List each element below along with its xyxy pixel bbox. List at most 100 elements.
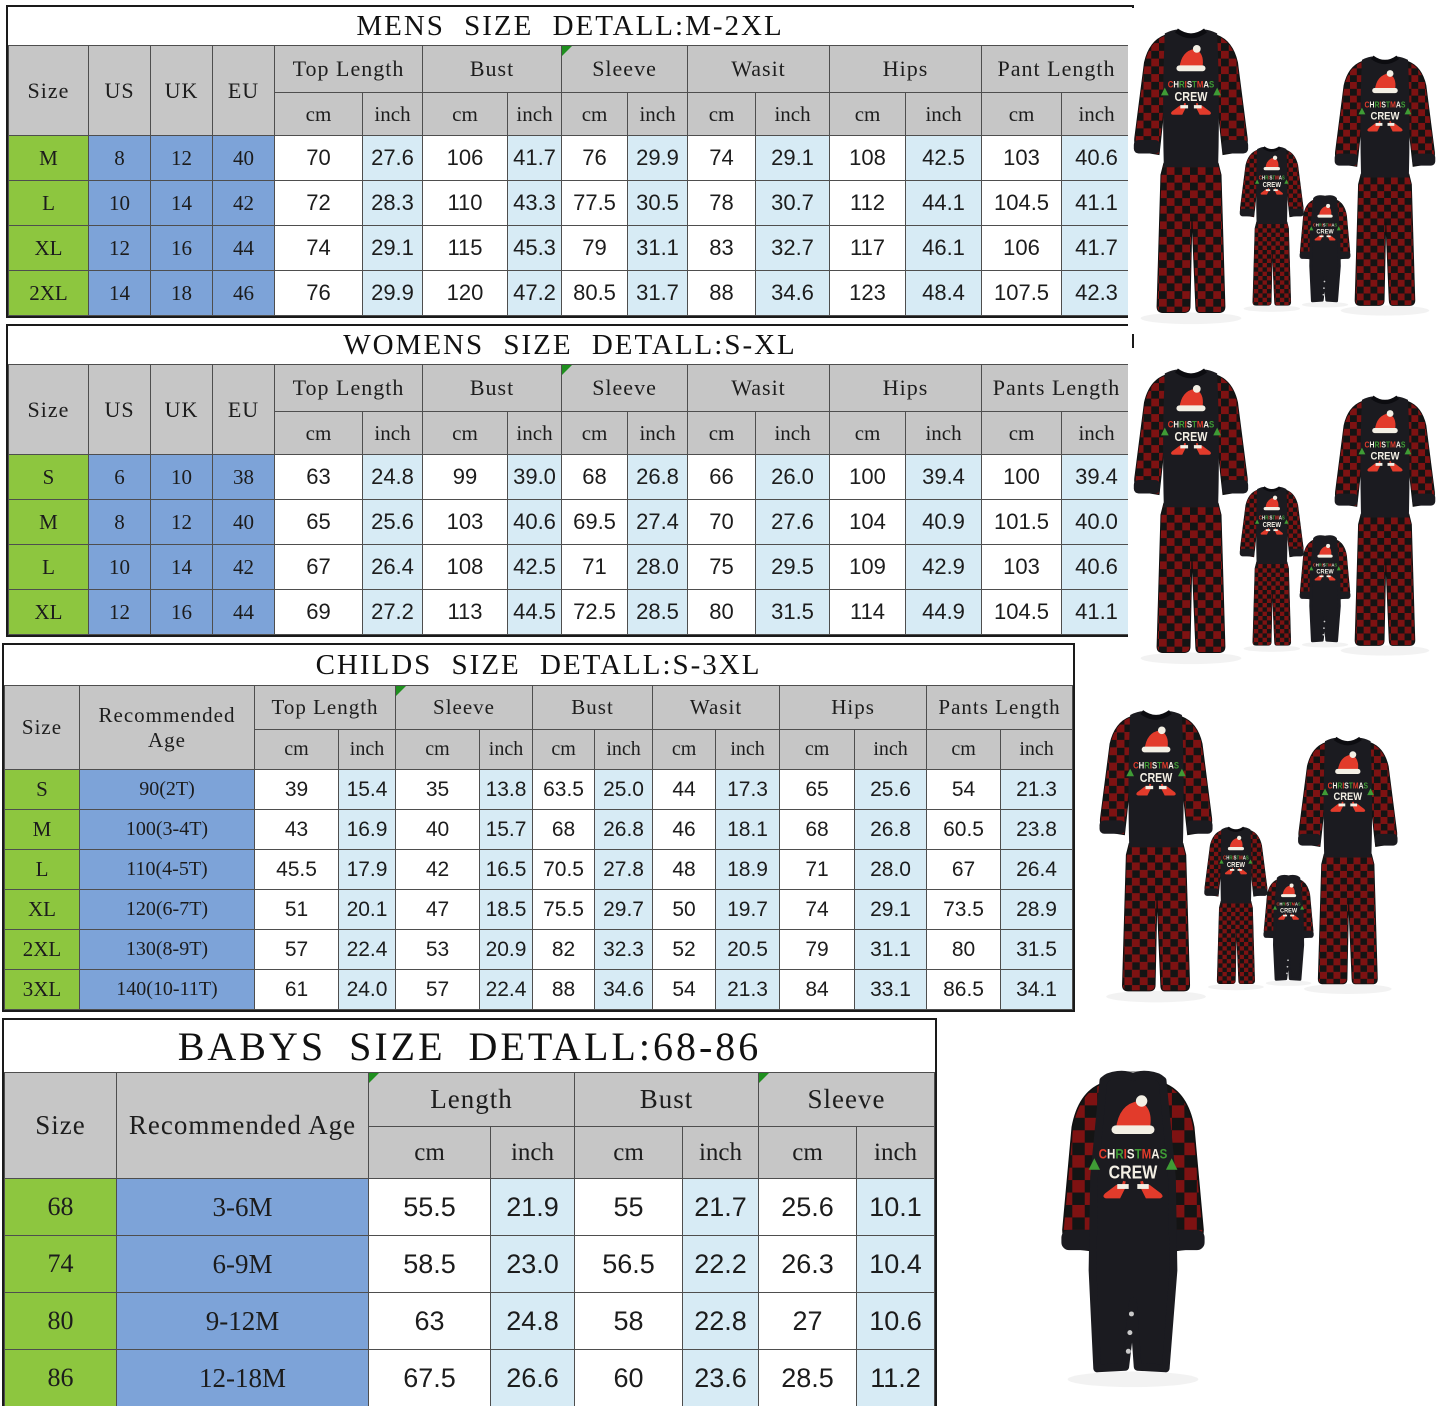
column-header-us: US (88, 364, 151, 455)
table-cell: 75.5 (532, 889, 596, 930)
unit-header-cm: cm (395, 729, 481, 770)
table-cell: 23.6 (682, 1349, 760, 1406)
table-cell: 40.6 (506, 499, 563, 545)
table-cell: 25.6 (362, 499, 423, 545)
table-cell: 43 (254, 809, 339, 850)
table-cell: 68 (561, 454, 629, 500)
table-cell: 41.7 (506, 135, 563, 181)
unit-header-inch: inch (755, 411, 831, 455)
column-group-top-length: Top Length (274, 364, 423, 412)
table-cell: 75 (687, 544, 757, 590)
table-cell: 6 (88, 454, 151, 500)
table-cell: 12-18M (116, 1349, 369, 1406)
unit-header-inch: inch (362, 411, 423, 455)
unit-header-cm: cm (532, 729, 596, 770)
table-cell: 88 (687, 270, 757, 316)
table-cell: 72.5 (561, 589, 629, 635)
unit-header-inch: inch (1061, 411, 1133, 455)
table-cell: 103 (981, 135, 1063, 181)
table-cell: 21.7 (682, 1178, 760, 1236)
unit-header-inch: inch (1000, 729, 1074, 770)
table-cell: 76 (561, 135, 629, 181)
table-cell: 66 (687, 454, 757, 500)
table-cell: 18.1 (715, 809, 781, 850)
unit-header-inch: inch (627, 411, 689, 455)
unit-header-cm: cm (687, 411, 757, 455)
column-group-top-length: Top Length (253, 685, 397, 730)
table-cell: 83 (687, 225, 757, 271)
babys-size-title: BABYS SIZE DETALL:68-86 (177, 1023, 762, 1069)
table-cell: 120 (422, 270, 508, 316)
table-cell: 29.1 (854, 889, 928, 930)
table-cell: 78 (687, 180, 757, 226)
table-cell: 60 (574, 1349, 684, 1406)
table-cell: 44.5 (506, 589, 563, 635)
table-row: XL 12 16 44 69 27.2 113 44.5 72.5 28.5 80 31.5 114 44… (8, 589, 1133, 635)
table-cell: 55 (574, 1178, 684, 1236)
table-cell: 42 (212, 544, 275, 590)
unit-header-cm: cm (274, 92, 363, 136)
table-cell: 29.5 (755, 544, 831, 590)
table-cell: 8 (88, 135, 151, 181)
table-cell: 35 (395, 769, 481, 810)
table-cell: 3-6M (116, 1178, 369, 1236)
table-cell: 25.6 (758, 1178, 858, 1236)
table-cell: 14 (88, 270, 151, 316)
table-cell: 40.0 (1061, 499, 1133, 545)
table-cell: L (8, 544, 89, 590)
unit-header-cm: cm (652, 729, 717, 770)
table-cell: 25.6 (854, 769, 928, 810)
table-cell: 44 (212, 225, 275, 271)
table-cell: 18 (150, 270, 213, 316)
table-cell: 10.1 (856, 1178, 936, 1236)
table-cell: 101.5 (981, 499, 1063, 545)
column-group-pants-length: Pants Length (926, 685, 1074, 730)
table-cell: 39.4 (1061, 454, 1133, 500)
column-group-wasit: Wasit (652, 685, 781, 730)
mens-table-body: M 8 12 40 70 27.6 106 41.7 76 29.9 74 29.1 108 42.5 10… (8, 135, 1133, 316)
table-cell: 45.5 (254, 849, 339, 890)
table-row: XL 12 16 44 74 29.1 115 45.3 79 31.1 83 32.7 117 46.1… (8, 225, 1133, 271)
table-cell: 100(3-4T) (79, 809, 255, 850)
column-group-sleeve: Sleeve (758, 1072, 936, 1127)
table-cell: 67 (926, 849, 1002, 890)
table-cell: 26.0 (755, 454, 831, 500)
table-cell: 28.0 (854, 849, 928, 890)
table-cell: 16.5 (479, 849, 534, 890)
unit-header-inch: inch (362, 92, 423, 136)
table-cell: 12 (88, 225, 151, 271)
table-cell: 40.6 (1061, 135, 1133, 181)
unit-header-inch: inch (506, 411, 563, 455)
table-cell: 28.5 (627, 589, 689, 635)
table-cell: 31.5 (1000, 929, 1074, 970)
unit-header-cm: cm (368, 1126, 491, 1179)
table-cell: 12 (88, 589, 151, 635)
table-cell: 71 (561, 544, 629, 590)
table-cell: 63.5 (532, 769, 596, 810)
table-cell: 104.5 (981, 180, 1063, 226)
table-cell: 67.5 (368, 1349, 491, 1406)
table-cell: 44.9 (905, 589, 983, 635)
unit-header-cm: cm (829, 411, 907, 455)
table-cell: 42 (212, 180, 275, 226)
table-cell: 80 (687, 589, 757, 635)
table-row: 3XL 140(10-11T) 61 24.0 57 22.4 88 34.6 54 21.3 84… (4, 969, 1074, 1010)
table-cell: 46 (652, 809, 717, 850)
table-cell: 29.1 (362, 225, 423, 271)
unit-header-cm: cm (687, 92, 757, 136)
table-cell: 26.8 (854, 809, 928, 850)
table-cell: 109 (829, 544, 907, 590)
column-group-wasit: Wasit (687, 364, 831, 412)
table-cell: 41.1 (1061, 180, 1133, 226)
table-cell: 43.3 (506, 180, 563, 226)
column-group-pant-length: Pant Length (981, 45, 1133, 93)
unit-header-cm: cm (574, 1126, 684, 1179)
column-header-uk: UK (150, 45, 213, 136)
unit-header-inch: inch (627, 92, 689, 136)
table-cell: M (4, 809, 80, 850)
table-cell: 29.9 (627, 135, 689, 181)
table-cell: 34.6 (594, 969, 654, 1010)
table-cell: 86 (4, 1349, 117, 1406)
unit-header-cm: cm (561, 92, 629, 136)
table-cell: 72 (274, 180, 363, 226)
